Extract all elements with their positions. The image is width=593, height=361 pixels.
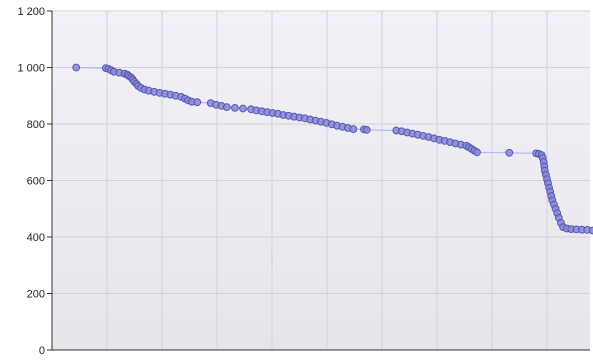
y-tick-label: 800: [27, 119, 45, 131]
y-tick-label: 1 200: [17, 6, 45, 18]
data-point: [362, 125, 371, 134]
y-tick-label: 600: [27, 176, 45, 188]
data-point: [349, 125, 358, 134]
data-point: [231, 104, 239, 112]
data-point: [222, 103, 231, 111]
data-point: [588, 226, 593, 235]
axes: [51, 11, 590, 351]
data-point: [193, 98, 202, 107]
data-point: [72, 63, 81, 72]
y-tick-label: 1 000: [17, 63, 45, 75]
y-tick-label: 200: [27, 289, 45, 301]
data-series: [72, 63, 593, 235]
data-point: [505, 148, 514, 157]
y-tick-label: 0: [39, 345, 45, 357]
data-point: [239, 104, 247, 113]
y-tick-label: 400: [27, 232, 45, 244]
y-axis-tick-labels: 0 200 400 600 800 1 000 1 200: [17, 6, 45, 357]
data-point: [473, 148, 481, 157]
